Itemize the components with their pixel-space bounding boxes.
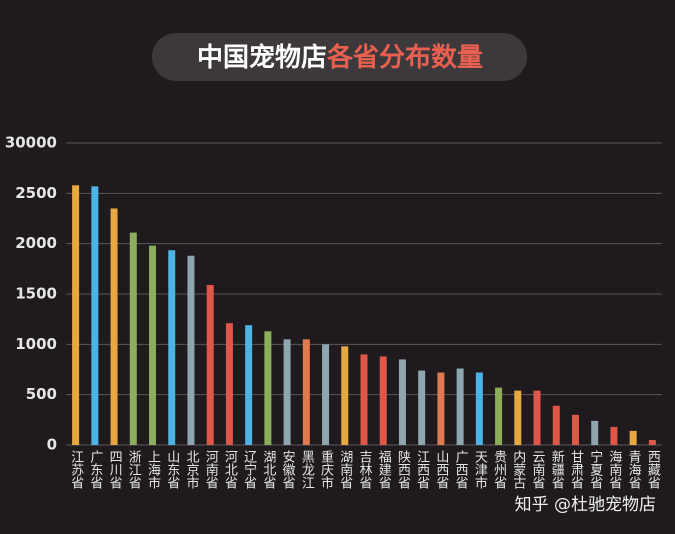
x-tick-label: 上海市 xyxy=(145,450,161,489)
x-tick-label: 福建省 xyxy=(376,450,392,489)
x-tick-label: 云南省 xyxy=(530,450,546,489)
bar xyxy=(379,356,387,445)
bar xyxy=(91,186,99,445)
bar xyxy=(437,372,445,445)
x-tick-label: 广东省 xyxy=(87,450,103,489)
x-tick-label: 四川省 xyxy=(107,450,123,489)
bar xyxy=(533,390,541,445)
x-tick-label: 海南省 xyxy=(606,450,622,489)
x-tick-label: 广西省 xyxy=(453,450,469,489)
bar xyxy=(360,354,368,445)
y-tick-label: 1500 xyxy=(15,285,57,303)
bar xyxy=(398,359,406,445)
x-tick-label: 吉林省 xyxy=(357,450,373,489)
bar xyxy=(610,426,618,445)
x-tick-label: 山西省 xyxy=(433,450,449,489)
x-tick-label: 青海省 xyxy=(626,450,642,489)
y-tick-label: 2000 xyxy=(15,234,57,252)
x-tick-label: 北京市 xyxy=(183,450,199,489)
x-tick-label: 宁夏省 xyxy=(587,449,603,489)
bar xyxy=(648,439,656,445)
bar xyxy=(302,339,310,445)
x-tick-label: 新疆省 xyxy=(549,449,565,489)
bar xyxy=(341,346,349,445)
bar xyxy=(591,420,599,445)
bar xyxy=(187,255,195,445)
title-pill xyxy=(152,33,527,81)
bar xyxy=(322,344,330,445)
bar xyxy=(225,323,233,445)
title-part: 各省分布数量 xyxy=(326,42,483,73)
bar xyxy=(110,208,118,445)
bar xyxy=(456,368,464,445)
bar xyxy=(264,331,272,445)
x-tick-label: 河南省 xyxy=(203,450,219,489)
x-tick-label: 重庆市 xyxy=(318,449,334,489)
bar xyxy=(283,339,291,445)
x-tick-label: 贵州省 xyxy=(491,450,507,489)
x-tick-label: 西藏省 xyxy=(645,450,661,489)
y-tick-label: 1000 xyxy=(15,335,57,353)
chart-title: 中国宠物店各省分布数量 xyxy=(197,42,483,73)
x-tick-label: 天津市 xyxy=(472,450,488,489)
y-tick-label: 2500 xyxy=(15,184,57,202)
x-tick-label: 陕西省 xyxy=(395,450,411,489)
bar xyxy=(149,245,157,445)
title-part: 中国宠物店 xyxy=(197,42,327,73)
bar xyxy=(245,325,253,445)
y-tick-label: 0 xyxy=(47,436,57,454)
y-tick-label: 30000 xyxy=(5,134,57,152)
x-tick-label: 湖北省 xyxy=(260,450,276,489)
bar xyxy=(168,250,176,445)
bar xyxy=(475,372,483,445)
bar xyxy=(129,232,137,445)
x-tick-label: 安徽省 xyxy=(280,450,296,489)
watermark: 知乎 @杜驰宠物店 xyxy=(515,495,656,515)
x-tick-label: 江苏省 xyxy=(68,450,84,489)
x-tick-label: 山东省 xyxy=(164,450,180,489)
bar xyxy=(495,387,503,445)
x-tick-label: 浙江省 xyxy=(126,450,142,489)
bar xyxy=(514,390,522,445)
x-tick-label: 黑龙江 xyxy=(299,450,315,489)
bar xyxy=(629,430,637,445)
x-tick-label: 河北省 xyxy=(222,450,238,489)
x-tick-label: 甘肃省 xyxy=(568,450,584,489)
bar xyxy=(72,185,80,445)
y-tick-label: 500 xyxy=(26,385,57,403)
bar xyxy=(571,414,579,445)
bar xyxy=(418,370,426,445)
x-tick-label: 辽宁省 xyxy=(241,450,256,489)
x-tick-label: 湖南省 xyxy=(337,450,353,489)
x-tick-label: 内蒙古 xyxy=(510,449,526,489)
bar xyxy=(552,405,560,445)
x-tick-label: 江西省 xyxy=(414,450,430,489)
bar xyxy=(206,284,214,445)
